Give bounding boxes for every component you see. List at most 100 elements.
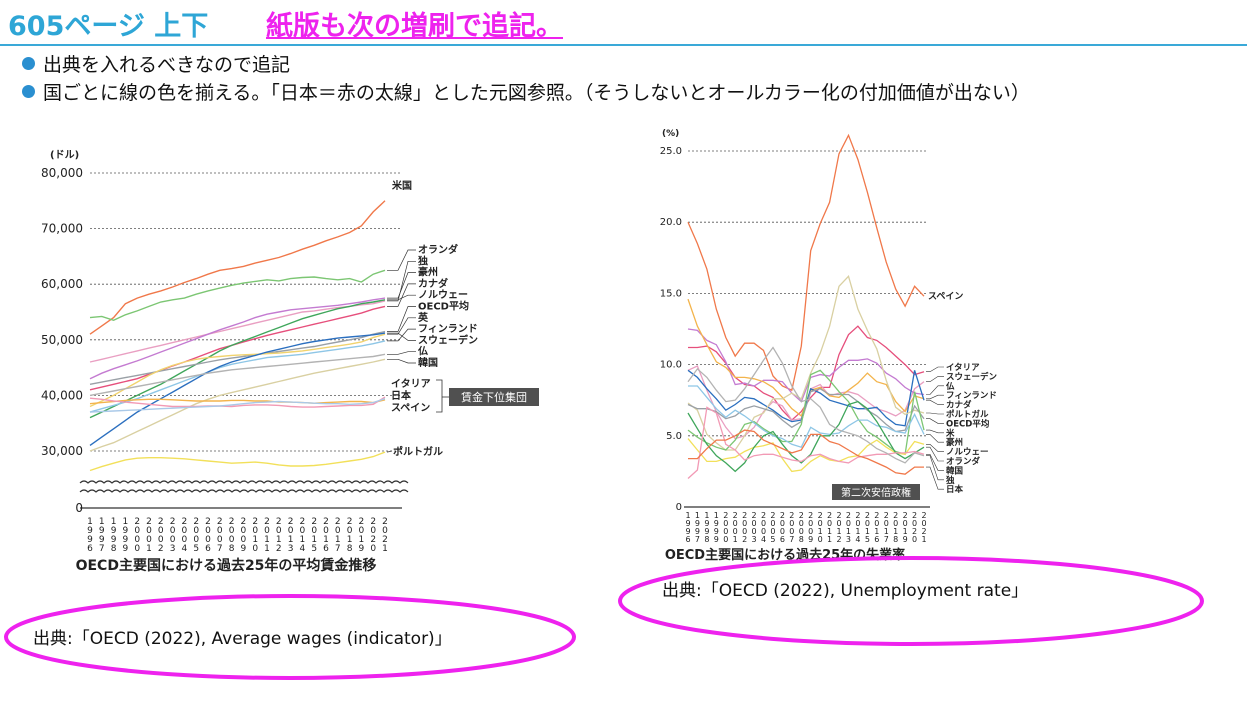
series-label: ポルトガル <box>393 445 443 458</box>
series-line <box>89 451 386 472</box>
highlight-ellipse-left <box>4 594 576 680</box>
series-label: OECD平均 <box>946 418 990 429</box>
series-label: 仏 <box>945 382 955 392</box>
series-label: 韓国 <box>418 356 438 369</box>
unemployment-chart-grid <box>684 150 930 508</box>
series-label: OECD平均 <box>418 300 469 313</box>
label-leader <box>926 453 944 471</box>
label-leader <box>926 434 944 443</box>
series-line <box>89 269 386 322</box>
series-line <box>687 328 925 403</box>
series-label: ノルウェー <box>418 289 468 301</box>
series-line <box>89 332 386 446</box>
series-label: スウェーデン <box>418 333 478 346</box>
series-line <box>89 330 386 385</box>
bullet-text: 出典を入れるべきなので追記 <box>43 54 291 76</box>
y-tick-label: 15.0 <box>660 288 682 299</box>
series-line <box>688 385 925 448</box>
series-line <box>89 398 386 413</box>
series-label: オランダ <box>418 243 458 256</box>
label-leader <box>387 260 416 302</box>
series-line <box>687 406 925 479</box>
axis-break-wave <box>79 480 409 484</box>
y-tick-label: 5.0 <box>666 431 682 442</box>
source-citation-right: 出典:「OECD (2022), Unemployment rate」 <box>662 581 1029 601</box>
label-leader <box>387 351 416 355</box>
y-tick-label: 80,000 <box>41 166 83 180</box>
series-line <box>89 396 386 408</box>
series-label: フィンランド <box>418 323 478 335</box>
series-line <box>688 429 924 475</box>
label-leader <box>387 358 416 364</box>
label-leader <box>926 418 944 424</box>
y-tick-label: 25.0 <box>660 146 682 157</box>
source-citation-left: 出典:「OECD (2022), Average wages (indicato… <box>33 629 452 649</box>
label-leader <box>926 455 944 481</box>
series-label: カナダ <box>418 277 448 290</box>
series-label: 米 <box>946 428 955 439</box>
series-line <box>687 388 925 433</box>
wage-chart-ylabel: (ドル) <box>50 149 79 161</box>
series-line <box>687 369 925 427</box>
series-label: フィンランド <box>946 391 997 401</box>
label-leader <box>926 466 944 490</box>
wage-chart-title: OECD主要国における過去25年の平均賃金推移 <box>76 557 377 574</box>
series-label: ノルウェー <box>946 448 989 458</box>
y-tick-label: 70,000 <box>41 222 83 236</box>
series-line <box>89 340 386 413</box>
series-line <box>687 438 925 473</box>
label-leader <box>387 294 416 301</box>
label-leader <box>926 429 944 434</box>
bullet-item: 出典を入れるべきなので追記 <box>22 50 290 77</box>
series-label: 独 <box>418 254 428 267</box>
y-tick-label: 40,000 <box>41 388 83 402</box>
wage-chart: (ドル) 0 30,000 40,000 50,000 60,000 70,000 80,00… <box>41 149 539 574</box>
label-leader <box>387 328 416 342</box>
label-leader <box>926 412 944 415</box>
series-label: 日本 <box>391 389 412 402</box>
series-label: スペイン <box>391 402 430 414</box>
unemployment-chart-lines <box>687 133 925 479</box>
wage-chart-grid <box>80 172 402 509</box>
series-line <box>687 346 925 464</box>
y-tick-label: 0 <box>75 501 83 515</box>
series-line <box>89 297 386 380</box>
y-tick-label: 10.0 <box>660 360 682 371</box>
label-leader <box>387 306 416 332</box>
annotation-label: 第二次安倍政権 <box>841 486 911 499</box>
